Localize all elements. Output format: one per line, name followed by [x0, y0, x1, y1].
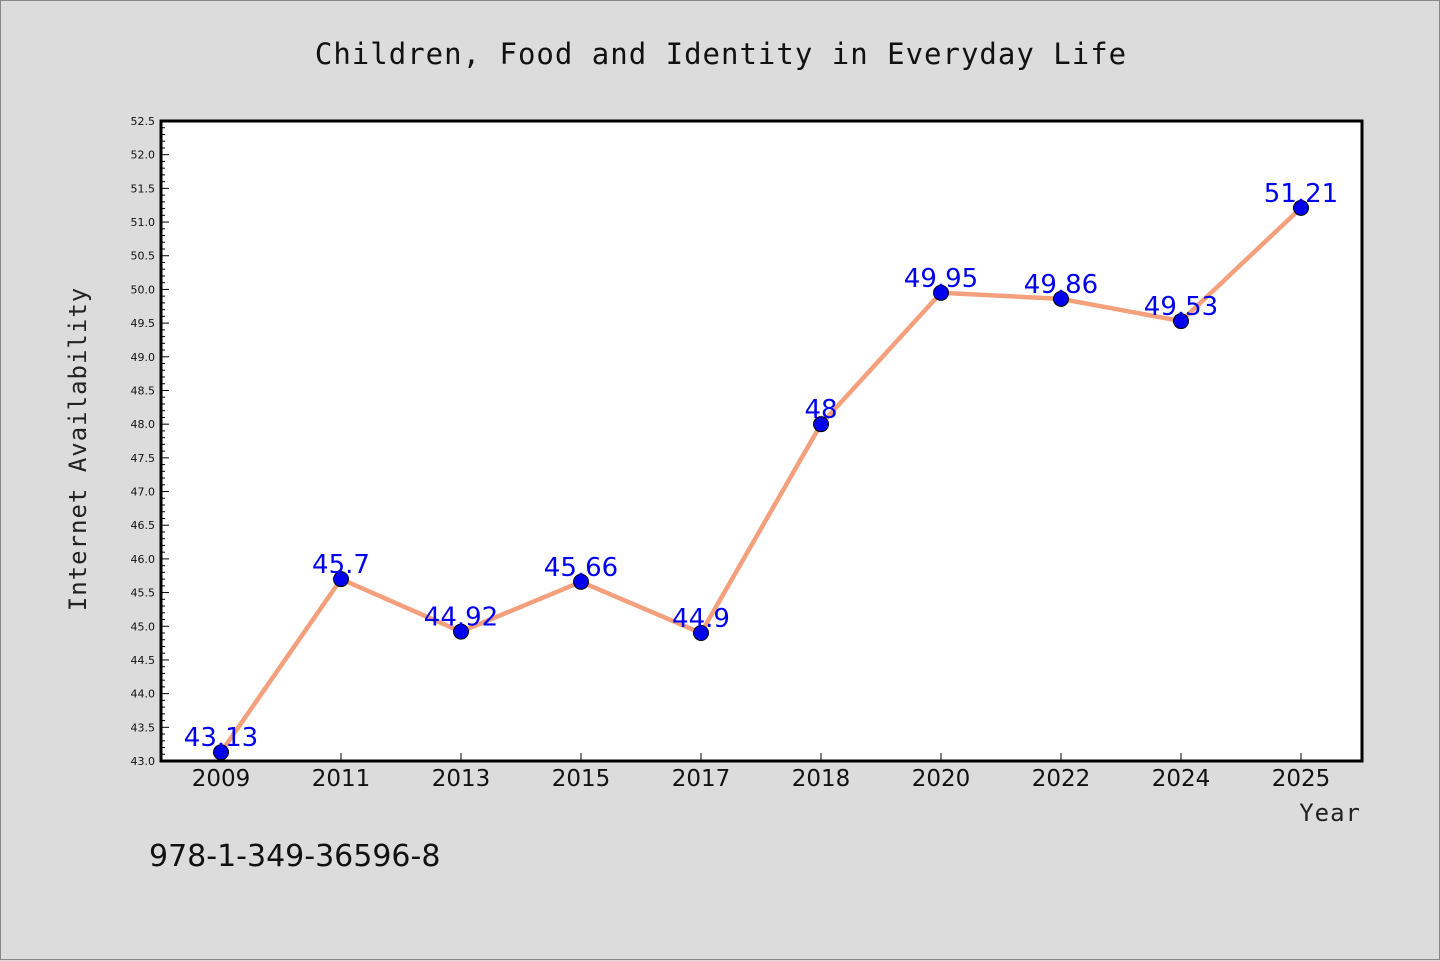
x-tick-label: 2018 — [792, 766, 851, 792]
data-label: 48 — [804, 395, 837, 425]
y-tick-label: 43.0 — [131, 755, 156, 768]
y-tick-label: 51.0 — [131, 216, 156, 229]
data-point — [1293, 199, 1309, 216]
y-tick-label: 50.0 — [131, 283, 156, 296]
y-tick-label: 47.0 — [131, 486, 156, 499]
x-tick-label: 2022 — [1032, 766, 1091, 792]
x-axis-label: Year — [1299, 799, 1361, 827]
y-tick-label: 51.5 — [131, 182, 156, 195]
x-tick-label: 2020 — [912, 766, 971, 792]
data-label: 43.13 — [184, 723, 258, 753]
y-tick-label: 46.5 — [131, 519, 156, 532]
data-label: 44.9 — [672, 604, 730, 634]
y-tick-label: 45.0 — [131, 620, 156, 633]
data-labels-group: 43.13 45.7 44.92 45.66 44.9 48 49.95 49.86 49.53… — [184, 179, 1338, 753]
x-tick-label: 2017 — [672, 766, 731, 792]
isbn-text: 978-1-349-36596-8 — [149, 839, 440, 874]
y-tick-label: 44.5 — [131, 654, 156, 667]
plot-area — [159, 119, 1364, 763]
data-label: 51.21 — [1264, 179, 1338, 209]
data-point — [1173, 313, 1189, 330]
data-label: 44.92 — [424, 603, 498, 633]
data-point — [693, 625, 709, 641]
data-label: 49.53 — [1144, 292, 1218, 322]
data-point — [333, 571, 349, 588]
y-tick-label: 46.0 — [131, 553, 156, 566]
x-tick-label: 2015 — [552, 766, 611, 792]
y-tick-label: 48.0 — [131, 418, 156, 431]
y-tick-label: 44.0 — [131, 688, 156, 701]
series-group — [213, 199, 1309, 761]
data-point — [1053, 290, 1069, 307]
data-label: 45.7 — [312, 550, 370, 580]
x-tick-label: 2011 — [312, 766, 371, 792]
data-point — [213, 744, 229, 761]
y-tick-label: 49.0 — [131, 351, 156, 364]
chart-title: Children, Food and Identity in Everyday … — [315, 37, 1127, 71]
x-tick-label: 2009 — [192, 766, 251, 792]
y-tick-label: 43.5 — [131, 721, 156, 734]
y-axis: 43.0 43.5 44.0 44.5 45.0 45.5 46.0 46.5 47.0 47.5… — [131, 115, 169, 768]
series-line — [219, 206, 1303, 754]
y-tick-label: 50.5 — [131, 250, 156, 263]
y-tick-label: 47.5 — [131, 452, 156, 465]
x-axis: 2009 2011 2013 2015 2017 2018 2020 2022 2024 2025 — [192, 753, 1331, 792]
y-axis-label: Internet Availability — [64, 287, 92, 611]
y-tick-label: 52.0 — [131, 149, 156, 162]
data-label: 45.66 — [544, 553, 618, 583]
data-point — [453, 623, 469, 640]
data-point — [813, 416, 829, 433]
data-point — [573, 573, 589, 590]
x-tick-label: 2024 — [1152, 766, 1211, 792]
y-tick-label: 45.5 — [131, 587, 156, 600]
y-tick-label: 48.5 — [131, 384, 156, 397]
y-tick-label: 49.5 — [131, 317, 156, 330]
y-tick-label: 52.5 — [131, 115, 156, 128]
data-label: 49.95 — [904, 264, 978, 294]
x-tick-label: 2013 — [432, 766, 491, 792]
x-tick-label: 2025 — [1272, 766, 1331, 792]
data-point — [933, 284, 949, 301]
data-label: 49.86 — [1024, 270, 1098, 300]
